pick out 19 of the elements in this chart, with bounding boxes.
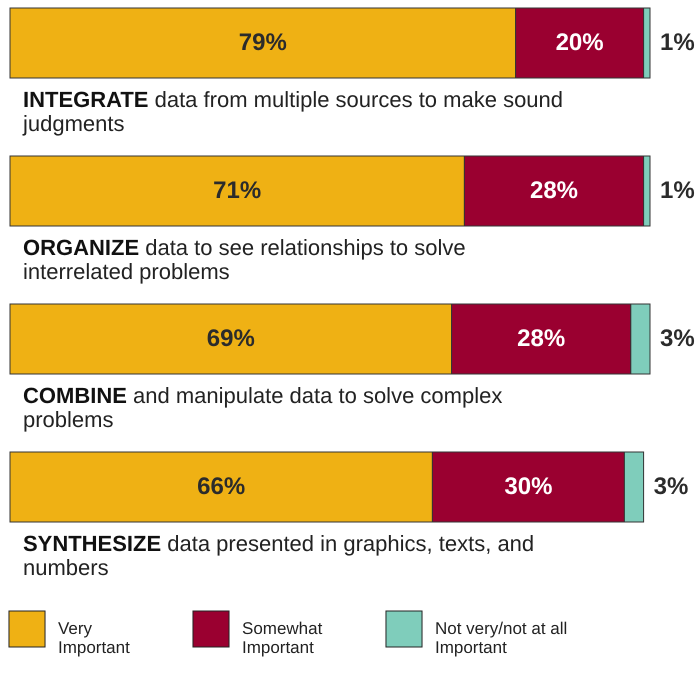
data-label: 30% (504, 473, 552, 500)
category-label: INTEGRATE data from multiple sources to make sound judgments (23, 87, 564, 136)
category-label: COMBINE and manipulate data to solve complex problems (23, 383, 502, 432)
data-label: 1% (660, 177, 695, 204)
legend-label: Somewhat Important (242, 619, 323, 657)
data-label: 1% (660, 29, 695, 56)
data-label: 3% (654, 473, 688, 500)
data-label: 66% (197, 473, 246, 500)
data-label: 79% (238, 29, 287, 56)
legend-label: Not very/not at all Important (435, 619, 568, 657)
category-label: SYNTHESIZE data presented in graphics, texts, and numbers (23, 531, 534, 580)
data-label: 20% (556, 29, 604, 56)
data-label: 69% (206, 325, 255, 352)
data-label: 28% (530, 177, 578, 204)
data-label: 28% (517, 325, 566, 352)
legend-label: Very Important (58, 619, 130, 657)
data-label: 71% (213, 177, 262, 204)
category-label: ORGANIZE data to see relationships to solve interrelated problems (23, 235, 466, 284)
data-label: 3% (660, 325, 695, 352)
